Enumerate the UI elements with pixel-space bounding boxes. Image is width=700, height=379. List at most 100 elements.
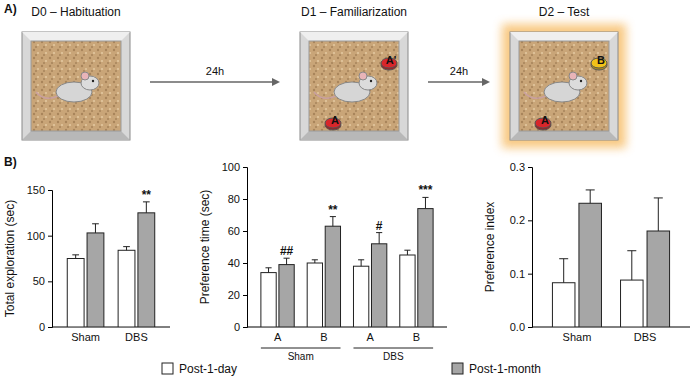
chart: 0.0 0.1 0.2 0.3 Preference index Sham DBS <box>483 161 690 343</box>
marks <box>552 190 669 327</box>
panel-label: A) <box>4 2 17 16</box>
error-bar <box>126 247 127 251</box>
error-bar <box>95 224 96 233</box>
x-axis-line <box>247 327 447 328</box>
error-bar <box>332 217 333 227</box>
y-tick-mark <box>48 236 52 237</box>
y-tick: 40 <box>228 257 247 269</box>
y-tick: 0.2 <box>510 214 532 226</box>
error-bar <box>425 197 426 208</box>
y-axis-title: Preference time (sec) <box>198 190 212 305</box>
y-tick-label: 0 <box>234 321 240 333</box>
bar <box>67 259 84 328</box>
annotation: ** <box>328 203 338 217</box>
error-bar <box>361 260 362 266</box>
bar <box>400 255 415 327</box>
bar <box>418 209 433 327</box>
error-cap <box>72 254 79 255</box>
marks <box>261 197 433 327</box>
x-tick-label: Sham <box>71 331 100 343</box>
arena-bevel <box>510 131 618 140</box>
x-tick: Sham <box>71 331 100 343</box>
arena-floor <box>309 41 399 131</box>
y-tick-mark <box>528 167 532 168</box>
marks <box>67 202 154 327</box>
group-label: Sham <box>288 351 314 362</box>
y-tick: 50 <box>33 275 52 287</box>
error-cap <box>586 189 595 190</box>
stage-label: D0 – Habituation <box>31 5 120 19</box>
mouse <box>314 72 377 102</box>
legend-swatch <box>162 363 173 374</box>
x-tick: A <box>274 331 282 343</box>
y-tick: 0 <box>39 321 52 333</box>
y-tick-mark <box>528 327 532 328</box>
annotation: *** <box>418 183 432 197</box>
arrow-head <box>272 78 280 86</box>
arena-bevel <box>510 32 618 41</box>
group-line <box>261 348 341 349</box>
error-bar <box>146 202 147 213</box>
x-tick: A <box>366 331 374 343</box>
error-bar <box>379 233 380 244</box>
annotation: # <box>376 219 383 233</box>
y-axis: 050100150 <box>27 184 53 333</box>
chart: 020406080100Preference time (sec)ABABSha… <box>198 161 447 362</box>
error-bar <box>658 198 659 231</box>
chart: 050100150Total exploration (sec)ShamDBS*… <box>3 184 170 343</box>
y-tick-mark <box>243 167 247 168</box>
x-tick: B <box>413 331 420 343</box>
y-axis-title: Preference index <box>483 202 497 293</box>
y-tick: 0.1 <box>510 268 532 280</box>
bar <box>325 226 340 327</box>
mouse-tail <box>524 92 546 98</box>
arena-frame <box>510 32 618 140</box>
y-tick-label: 0.2 <box>510 214 525 226</box>
y-tick: 80 <box>228 193 247 205</box>
object-label: A' <box>386 54 397 66</box>
stage-label: D1 – Familiarization <box>301 5 407 19</box>
y-axis-line <box>48 191 53 328</box>
mouse-eye <box>92 80 94 82</box>
y-tick-mark <box>48 190 52 191</box>
arrow-head <box>482 78 490 86</box>
y-tick-label: 20 <box>228 289 240 301</box>
y-tick-mark <box>243 199 247 200</box>
y-tick-label: 40 <box>228 257 240 269</box>
y-tick: 20 <box>228 289 247 301</box>
y-tick-label: 0.0 <box>510 321 525 333</box>
y-axis-title: Total exploration (sec) <box>3 200 17 317</box>
error-cap <box>627 250 636 251</box>
y-axis-line <box>528 168 533 328</box>
x-tick-label: A <box>274 331 282 343</box>
bar <box>279 265 294 327</box>
legend-swatch <box>452 363 463 374</box>
y-tick-label: 50 <box>33 275 45 287</box>
x-tick: DBS <box>634 331 657 343</box>
y-tick-mark <box>48 281 52 282</box>
y-tick-mark <box>243 231 247 232</box>
mouse <box>524 72 587 102</box>
y-tick: 150 <box>27 184 52 196</box>
error-bar <box>268 268 269 273</box>
legend: Post-1-dayPost-1-month <box>162 362 541 376</box>
y-tick: 0.3 <box>510 161 532 173</box>
error-cap <box>654 197 663 198</box>
y-tick-mark <box>243 263 247 264</box>
arrow-line <box>150 81 274 83</box>
stage: D1 – FamiliarizationA'A <box>300 5 408 140</box>
y-tick-label: 0.3 <box>510 161 525 173</box>
highlight-glow <box>502 24 626 148</box>
mouse <box>36 72 99 102</box>
error-bar <box>286 258 287 264</box>
error-cap <box>92 223 99 224</box>
x-tick: Sham <box>563 331 592 343</box>
x-tick-label: DBS <box>125 331 148 343</box>
bar <box>87 233 104 327</box>
legend-label: Post-1-day <box>179 362 237 376</box>
figure-svg: A) D0 – Habituation D1 – Familiarization A'… <box>0 0 700 379</box>
bar <box>371 244 386 327</box>
mouse-ear <box>359 72 367 80</box>
interval-label: 24h <box>450 65 468 77</box>
error-cap <box>312 259 318 260</box>
